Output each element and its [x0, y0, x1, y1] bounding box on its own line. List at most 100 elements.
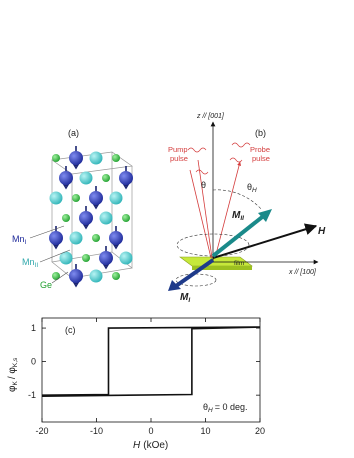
mn1-atom [59, 171, 73, 185]
sub: K,s [12, 357, 19, 367]
leader [51, 271, 69, 284]
x-tick-label: 0 [148, 426, 153, 436]
sub: II [240, 215, 244, 222]
pump-word: pulse [170, 154, 188, 163]
crystal-structure [49, 146, 133, 288]
panel-label: (a) [68, 128, 79, 138]
y-tick-label: 1 [31, 323, 36, 333]
atom-name: Mn [22, 257, 35, 267]
m2-arrow [211, 212, 268, 258]
film-edge [192, 266, 252, 270]
symbol: θ [203, 402, 208, 412]
annotation: θH = 0 deg. [203, 402, 248, 414]
y-tick-label: -1 [28, 390, 36, 400]
sub: K [12, 381, 19, 386]
probe-pulse [229, 142, 251, 163]
symbol: θ [247, 182, 252, 192]
ge-atom [92, 234, 100, 242]
symbol: φ [7, 385, 18, 392]
ge-atom [122, 214, 130, 222]
y-axis-label: φK/ φK,s [7, 357, 19, 392]
probe-beam [197, 159, 213, 259]
symbol: M [232, 210, 241, 221]
pump-beam [189, 169, 212, 259]
x-tick-label: 20 [255, 426, 265, 436]
reflected-beam [214, 161, 242, 259]
mn1-atom [79, 211, 93, 225]
mn2-atom [99, 211, 113, 225]
ge-atom [112, 272, 120, 280]
m2-label: MII [232, 210, 244, 222]
probe-word: pulse [252, 154, 270, 163]
mn2-atom [89, 269, 103, 283]
probe-word: Probe [250, 145, 270, 154]
mn1-atom [89, 191, 103, 205]
film-label: film [234, 260, 244, 267]
probe-label: Probe pulse [250, 145, 270, 163]
mn2-atom [119, 251, 133, 265]
mn2-atom [69, 231, 83, 245]
mn1-atom [69, 151, 83, 165]
panel-label: (b) [255, 128, 266, 138]
atom-sub: I [25, 239, 27, 246]
sub: H [208, 407, 213, 414]
theta-label: θ [201, 180, 206, 190]
pump-word: Pump [168, 145, 188, 154]
field-arrow [212, 223, 318, 259]
ge-atom [52, 272, 60, 280]
sub: H [252, 187, 257, 194]
symbol: M [180, 292, 189, 303]
atom-sub: II [35, 262, 39, 269]
symbol: H [133, 440, 141, 451]
atom-label: MnII [22, 257, 38, 269]
leader [29, 225, 65, 239]
atom-label: MnI [12, 234, 27, 246]
text: = 0 deg. [215, 402, 248, 412]
pump-label: Pump pulse [168, 145, 188, 163]
ge-atom [62, 214, 70, 222]
mn1-atom [99, 251, 113, 265]
atom-label: Ge [40, 280, 52, 290]
panel-label: (c) [65, 325, 76, 335]
ge-atom [102, 174, 110, 182]
pump-pulse [187, 147, 209, 175]
mn1-atom [119, 171, 133, 185]
ge-atom [112, 154, 120, 162]
mn2-atom [89, 151, 103, 165]
m1-arrow [174, 258, 215, 288]
m1-label: MI [180, 292, 190, 304]
x-tick-label: -20 [35, 426, 48, 436]
mn1-atom [49, 231, 63, 245]
ge-atom [72, 194, 80, 202]
axis-label: x // [100] [288, 269, 317, 276]
angle-arc [212, 189, 263, 211]
data-line [41, 326, 261, 397]
mn2-atom [109, 191, 123, 205]
ge-atom [82, 254, 90, 262]
ge-atom [52, 154, 60, 162]
m1-head [168, 280, 181, 291]
axis-label: z // [001] [196, 113, 225, 120]
hysteresis-plot [41, 317, 261, 423]
atom-name: Mn [12, 234, 25, 244]
precession-orbit [176, 233, 250, 257]
unit: (kOe) [143, 440, 168, 451]
x-tick-label: -10 [90, 426, 103, 436]
mn2-atom [49, 191, 63, 205]
mn1-atom [109, 231, 123, 245]
mn2-atom [79, 171, 93, 185]
mn1-atom [69, 269, 83, 283]
leader [39, 249, 71, 263]
h-label: H [318, 226, 326, 237]
sep: / φ [7, 367, 18, 380]
x-axis-label: H (kOe) [133, 440, 168, 451]
x-tick-label: 10 [200, 426, 210, 436]
theta-h-label: θH [247, 182, 257, 194]
schematic [168, 121, 319, 291]
y-tick-label: 0 [31, 357, 36, 367]
mn2-atom [59, 251, 73, 265]
m2-head [258, 209, 272, 222]
sub: I [188, 297, 190, 304]
